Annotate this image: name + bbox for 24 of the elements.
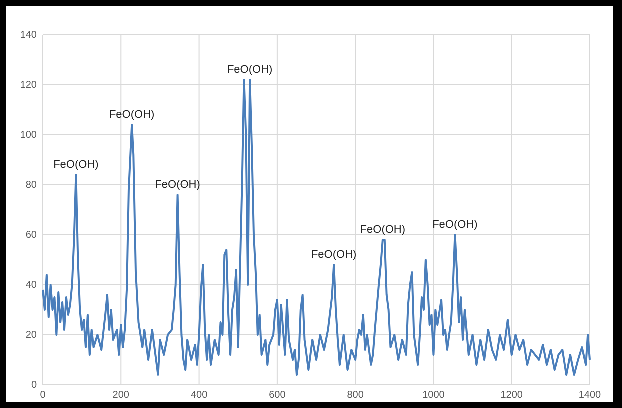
- annotation: FeO(OH): [155, 179, 200, 191]
- annotation: FeO(OH): [227, 64, 273, 76]
- x-tick-label: 400: [190, 390, 208, 402]
- y-tick-label: 20: [26, 330, 38, 342]
- y-tick-label: 120: [20, 80, 38, 92]
- x-tick-label: 1400: [578, 390, 602, 402]
- y-tick-label: 40: [26, 280, 38, 292]
- x-tick-label: 1200: [500, 390, 524, 402]
- x-tick-label: 200: [112, 390, 130, 402]
- y-tick-label: 100: [20, 130, 38, 142]
- y-tick-label: 140: [20, 30, 38, 42]
- y-tick-label: 0: [31, 380, 38, 392]
- x-tick-label: 1000: [422, 390, 446, 402]
- x-tick-label: 600: [269, 390, 286, 402]
- x-tick-label: 800: [347, 390, 364, 402]
- annotation: FeO(OH): [54, 159, 99, 171]
- annotation: FeO(OH): [311, 249, 357, 261]
- annotation: FeO(OH): [432, 219, 478, 231]
- annotation: FeO(OH): [360, 224, 406, 236]
- line-series: [42, 79, 591, 376]
- annotation: FeO(OH): [109, 109, 155, 121]
- y-tick-label: 80: [26, 180, 38, 192]
- y-tick-label: 60: [26, 230, 38, 242]
- x-tick-label: 0: [40, 390, 46, 402]
